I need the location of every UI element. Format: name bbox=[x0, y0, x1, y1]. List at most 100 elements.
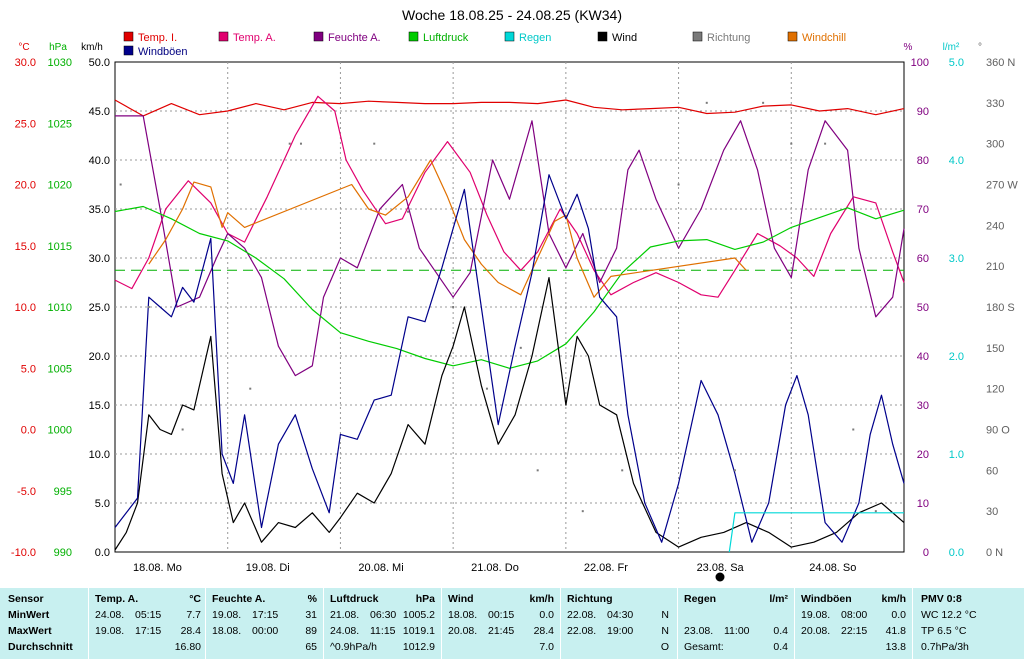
tick-label-wind: 50.0 bbox=[89, 57, 110, 69]
tick-label-direction: 270 W bbox=[986, 180, 1018, 192]
x-tick-label: 21.08. Do bbox=[471, 562, 519, 574]
section-title: Windböen bbox=[801, 593, 852, 605]
direction-dot bbox=[373, 142, 376, 145]
direction-dot bbox=[874, 510, 877, 513]
max-value: 1019.1 bbox=[402, 625, 435, 637]
max-value: N bbox=[661, 625, 669, 637]
summary-section-gusts: Windböen km/h 19.08. 08:00 0.0 20.08. 22:15 4… bbox=[794, 588, 912, 659]
tick-label-wind: 45.0 bbox=[89, 106, 110, 118]
axis-unit-label: °C bbox=[18, 42, 29, 53]
direction-dot bbox=[536, 469, 539, 472]
tick-label-wind: 25.0 bbox=[89, 302, 110, 314]
tick-label-direction: 360 N bbox=[986, 57, 1015, 69]
series-line-temp-i- bbox=[114, 99, 905, 117]
max-time: 22:15 bbox=[841, 625, 868, 637]
min-value: 0.0 bbox=[891, 609, 906, 621]
x-tick-label: 18.08. Mo bbox=[133, 562, 182, 574]
tick-label-direction: 120 bbox=[986, 384, 1004, 396]
series-line-windb-en bbox=[114, 174, 905, 543]
max-value: 28.4 bbox=[180, 625, 201, 637]
avg-value: 0.4 bbox=[773, 641, 788, 653]
tick-label-direction: 30 bbox=[986, 506, 998, 518]
tick-label-temp: 25.0 bbox=[15, 118, 36, 130]
axis-unit-label: hPa bbox=[49, 42, 67, 53]
max-date: 19.08. bbox=[95, 625, 125, 637]
tick-label-humidity: 90 bbox=[917, 106, 929, 118]
legend-swatch bbox=[504, 31, 515, 42]
tick-label-rain: 2.0 bbox=[949, 351, 964, 363]
avg-value: 16.80 bbox=[174, 641, 201, 653]
legend-label: Temp. A. bbox=[233, 32, 276, 44]
series-line-temp-a- bbox=[114, 95, 905, 298]
tick-label-temp: 5.0 bbox=[21, 363, 36, 375]
direction-dot bbox=[119, 183, 122, 186]
min-date: 24.08. bbox=[95, 609, 125, 621]
direction-dot bbox=[677, 183, 680, 186]
direction-dot bbox=[824, 142, 827, 145]
direction-dot bbox=[733, 469, 736, 472]
summary-section-humidity: Feuchte A.% 19.08. 17:15 31 18.08. 00:00 89 … bbox=[205, 588, 323, 659]
tick-label-pressure: 1015 bbox=[48, 241, 72, 253]
legend-swatch bbox=[123, 45, 134, 56]
tick-label-direction: 240 bbox=[986, 220, 1004, 232]
min-value: 0.0 bbox=[539, 609, 554, 621]
tick-label-pressure: 1005 bbox=[48, 363, 72, 375]
summary-section-temp: Temp. A. °C 24.08. 05:15 7.7 19.08. 17:15 28.… bbox=[88, 588, 205, 659]
min-value: 7.7 bbox=[186, 609, 201, 621]
legend-label: Windchill bbox=[802, 32, 846, 44]
direction-dot bbox=[147, 306, 150, 308]
tick-label-temp: 20.0 bbox=[15, 180, 36, 192]
axis-unit-label: ° bbox=[978, 42, 982, 53]
section-title: PMV 0:8 bbox=[921, 593, 962, 605]
x-tick-label: 23.08. Sa bbox=[697, 562, 745, 574]
tick-label-direction: 210 bbox=[986, 261, 1004, 273]
direction-dot bbox=[790, 142, 793, 145]
avg-value: 65 bbox=[305, 641, 317, 653]
chart-title: Woche 18.08.25 - 24.08.25 (KW34) bbox=[402, 7, 622, 23]
tick-label-wind: 40.0 bbox=[89, 155, 110, 167]
series-line-luftdruck bbox=[114, 205, 905, 369]
summary-max-label: MaxWert bbox=[8, 625, 52, 637]
max-value: 0.4 bbox=[773, 625, 788, 637]
tick-label-temp: 15.0 bbox=[15, 241, 36, 253]
avg-value: 1012.9 bbox=[402, 641, 435, 653]
summary-section-pressure: Luftdruck hPa 21.08. 06:30 1005.2 24.08. 11:… bbox=[323, 588, 441, 659]
tick-label-direction: 90 O bbox=[986, 425, 1010, 437]
legend: Temp. I. Temp. A. Feuchte A. Luftdruck Regen… bbox=[123, 31, 846, 58]
tick-label-pressure: 995 bbox=[54, 486, 72, 498]
axis-unit-label: km/h bbox=[81, 42, 103, 53]
max-value: 28.4 bbox=[533, 625, 554, 637]
tick-label-wind: 0.0 bbox=[95, 547, 110, 559]
direction-dot bbox=[581, 510, 584, 513]
tick-label-direction: 60 bbox=[986, 465, 998, 477]
direction-dot bbox=[621, 469, 624, 472]
tick-label-direction: 180 S bbox=[986, 302, 1015, 314]
min-time: 05:15 bbox=[135, 609, 162, 621]
tick-label-rain: 5.0 bbox=[949, 57, 964, 69]
tick-label-humidity: 70 bbox=[917, 204, 929, 216]
direction-dot bbox=[299, 142, 302, 145]
direction-dot bbox=[519, 346, 522, 349]
tick-label-pressure: 1000 bbox=[48, 425, 72, 437]
tick-label-humidity: 80 bbox=[917, 155, 929, 167]
legend-swatch bbox=[218, 31, 229, 42]
direction-dot bbox=[249, 387, 252, 390]
summary-table: Sensor MinWert MaxWert Durchschnitt Temp… bbox=[0, 588, 1024, 659]
axis-unit-label: % bbox=[904, 42, 913, 53]
tick-label-rain: 3.0 bbox=[949, 253, 964, 265]
tick-label-direction: 330 bbox=[986, 98, 1004, 110]
avg-note: ^0.9hPa/h bbox=[330, 641, 377, 653]
section-unit: °C bbox=[189, 593, 201, 605]
x-tick-label: 24.08. So bbox=[809, 562, 856, 574]
section-title: Richtung bbox=[567, 593, 613, 605]
summary-section-pmv: PMV 0:8 WC 12.2 °C TP 6.5 °C 0.7hPa/3h bbox=[912, 588, 1024, 659]
axis-unit-label: l/m² bbox=[943, 42, 960, 53]
tick-label-temp: 0.0 bbox=[21, 425, 36, 437]
tick-label-pressure: 1020 bbox=[48, 180, 72, 192]
summary-row-labels: Sensor MinWert MaxWert Durchschnitt bbox=[0, 588, 88, 659]
weather-chart: Woche 18.08.25 - 24.08.25 (KW34) Temp. I… bbox=[11, 7, 1018, 582]
max-value: 41.8 bbox=[885, 625, 906, 637]
tick-label-humidity: 10 bbox=[917, 498, 929, 510]
direction-dot bbox=[852, 428, 855, 431]
min-time: 04:30 bbox=[607, 609, 634, 621]
